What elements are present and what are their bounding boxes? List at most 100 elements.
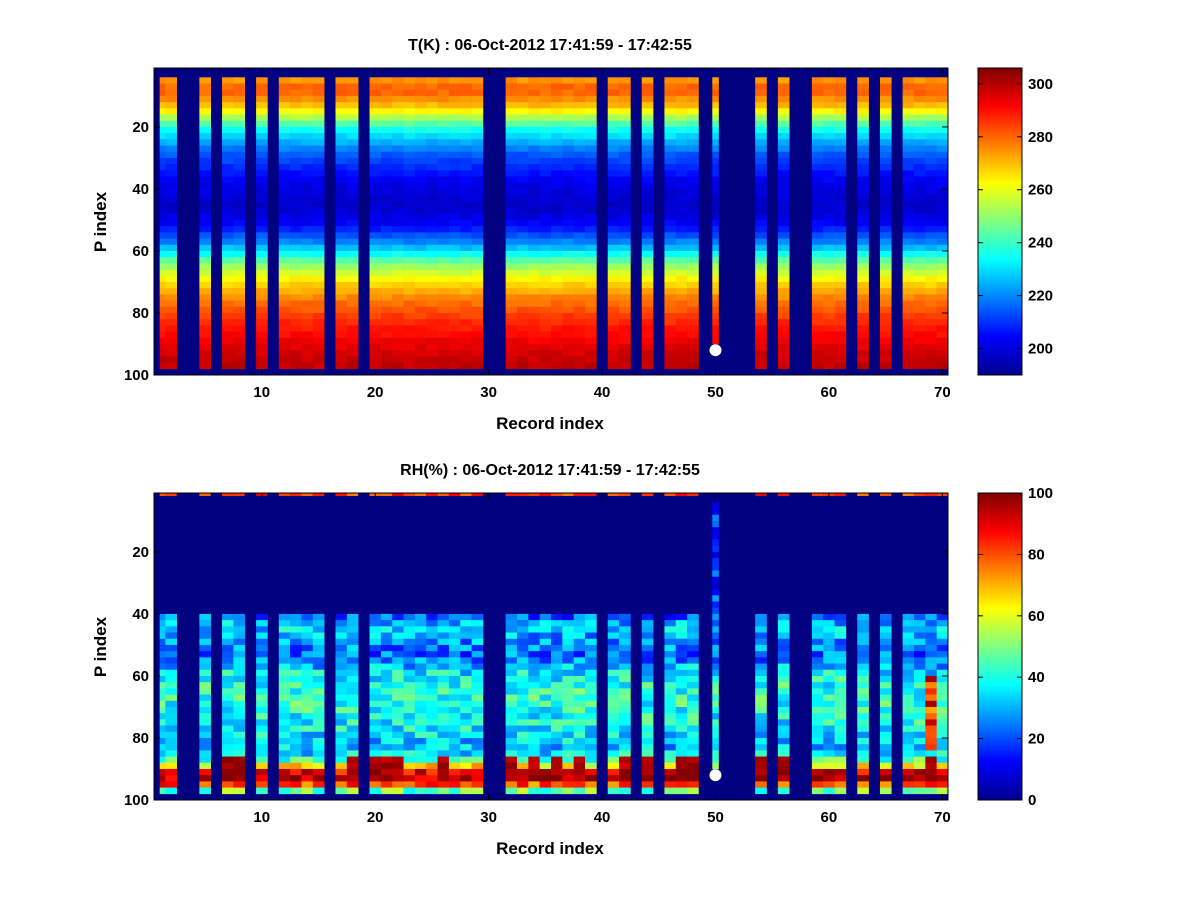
heatmap-cell [505,350,518,357]
heatmap-cell [437,182,450,190]
heatmap-cell [301,312,314,320]
heatmap-cell [256,651,268,658]
heatmap-cell [777,151,790,159]
heatmap-cell [879,182,892,190]
heatmap-cell [426,675,438,683]
heatmap-cell [551,657,563,664]
heatmap-cell [573,694,586,702]
heatmap-cell [913,613,926,621]
heatmap-cell [335,626,348,633]
heatmap-cell [562,781,574,788]
heatmap-cell [369,263,382,270]
heatmap-cell [902,787,915,795]
heatmap-cell [159,713,166,720]
heatmap-cell [528,201,540,208]
heatmap-cell [505,719,518,726]
heatmap-cell [414,281,427,289]
heatmap-cell [199,244,212,252]
heatmap-cell [811,706,824,714]
heatmap-cell [301,700,314,708]
heatmap-cell [505,744,518,751]
heatmap-cell [925,362,937,370]
heatmap-cell [687,157,699,165]
heatmap-cell [414,244,427,252]
heatmap-cell [369,151,382,159]
heatmap-cell [380,756,393,764]
heatmap-cell [448,719,461,726]
heatmap-cell [505,626,518,633]
heatmap-cell [573,644,586,652]
heatmap-cell [199,781,212,788]
heatmap-cell [165,362,177,370]
heatmap-cell [505,275,518,283]
heatmap-cell [460,201,472,208]
heatmap-cell [165,207,177,215]
heatmap-cell [687,275,699,283]
heatmap-cell [199,312,212,320]
heatmap-top-row-cell [585,493,597,496]
heatmap-cell [936,108,949,115]
heatmap-cell [823,325,835,332]
heatmap-cell [403,750,416,757]
heatmap-cell [392,232,404,239]
heatmap-cell [392,139,404,146]
heatmap-cell [551,787,563,795]
heatmap-cell [256,281,268,289]
heatmap-cell [641,201,654,208]
heatmap-cell [607,657,620,664]
heatmap-cell [471,182,484,190]
heatmap-cell [312,325,325,332]
heatmap-cell [460,768,472,776]
heatmap-cell [159,682,166,689]
heatmap-cell [414,657,427,664]
heatmap-cell [301,176,314,184]
heatmap-cell [222,201,234,208]
heatmap-cell [335,700,348,708]
heatmap-cell [392,626,404,633]
heatmap-cell [641,95,654,103]
heatmap-cell [823,756,835,764]
heatmap-cell [471,95,484,103]
heatmap-cell [675,725,688,733]
heatmap-cell [233,269,246,277]
heatmap-cell [346,663,359,671]
heatmap-cell [414,294,427,301]
heatmap-cell [925,139,937,146]
heatmap-cell [936,694,949,702]
heatmap-cell [528,362,540,370]
heatmap-cell [256,219,268,227]
temperature-marker [709,344,722,357]
heatmap-cell [585,319,597,326]
heatmap-cell [278,669,291,677]
heatmap-cell [562,651,574,658]
heatmap-cell [539,170,552,177]
heatmap-cell [712,114,719,122]
heatmap-cell [426,337,438,345]
heatmap-cell [165,638,177,646]
heatmap-cell [301,706,314,714]
heatmap-cell [505,250,518,258]
heatmap-cell [675,706,688,714]
heatmap-cell [664,688,677,695]
heatmap-cell [902,350,915,357]
heatmap-cell [687,744,699,751]
heatmap-cell [823,300,835,308]
heatmap-cell [925,675,937,683]
heatmap-cell [913,337,926,345]
heatmap-cell [585,145,597,153]
heatmap-cell [460,706,472,714]
heatmap-cell [902,362,915,370]
heatmap-cell [222,626,234,633]
heatmap-cell [913,281,926,289]
heatmap-cell [607,731,620,739]
heatmap-cell [925,343,937,351]
heatmap-cell [664,288,677,295]
heatmap-cell [562,787,574,795]
heatmap-cell [879,294,892,301]
heatmap-cell [834,737,847,745]
heatmap-cell [233,756,246,764]
heatmap-cell [777,133,790,140]
heatmap-cell [585,775,597,782]
heatmap-cell [641,306,654,314]
